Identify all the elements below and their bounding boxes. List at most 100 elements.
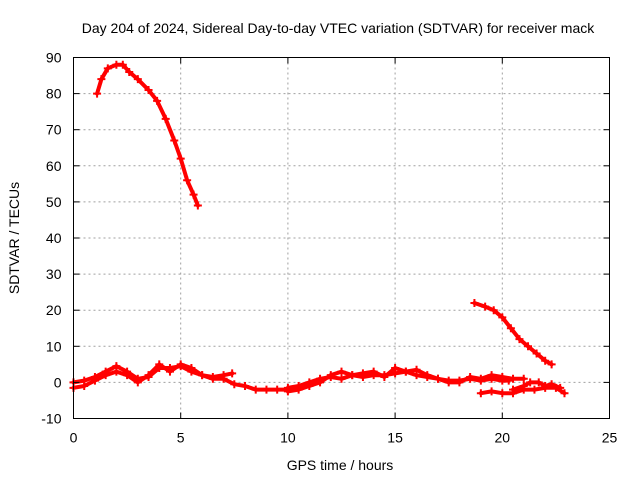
y-tick-label: 50 [46, 194, 62, 210]
data-point [519, 382, 528, 391]
y-tick-label: 10 [46, 338, 62, 354]
data-point [541, 356, 550, 365]
data-point [125, 67, 134, 76]
x-tick-label: 10 [280, 430, 296, 446]
y-axis-label: SDTVAR / TECUs [6, 182, 22, 294]
data-point [241, 382, 250, 391]
data-point [433, 374, 442, 383]
data-point [541, 382, 550, 391]
data-point [466, 372, 475, 381]
series-satellite-high-early [95, 62, 200, 208]
data-point [337, 374, 346, 383]
data-point [118, 60, 127, 69]
data-point [530, 385, 539, 394]
data-point [526, 378, 535, 387]
data-point [228, 369, 237, 378]
data-point [144, 85, 153, 94]
data-point [187, 363, 196, 372]
data-point [170, 136, 179, 145]
data-point [153, 96, 162, 105]
data-point [103, 64, 112, 73]
x-tick-label: 25 [602, 430, 618, 446]
data-point [498, 313, 507, 322]
data-point [133, 378, 142, 387]
data-point [90, 376, 99, 385]
chart-title: Day 204 of 2024, Sidereal Day-to-day VTE… [82, 20, 595, 36]
y-tick-label: -10 [41, 411, 61, 427]
data-point [337, 367, 346, 376]
data-point [189, 190, 198, 199]
data-point [294, 385, 303, 394]
data-point [423, 371, 432, 380]
data-point [401, 367, 410, 376]
data-point [262, 385, 271, 394]
data-point [556, 383, 565, 392]
data-point [358, 369, 367, 378]
data-point [487, 387, 496, 396]
data-point [165, 367, 174, 376]
data-point [251, 385, 260, 394]
data-point [176, 360, 185, 369]
x-tick-label: 5 [177, 430, 185, 446]
y-tick-label: 90 [46, 50, 62, 66]
data-point [155, 360, 164, 369]
data-point [101, 371, 110, 380]
data-point [498, 372, 507, 381]
series-satellite-high-late [472, 301, 554, 367]
y-tick-label: 40 [46, 230, 62, 246]
y-tick-label: 60 [46, 158, 62, 174]
data-point [183, 176, 192, 185]
grid [73, 57, 610, 419]
data-point [380, 372, 389, 381]
data-point [519, 374, 528, 383]
data-point [326, 371, 335, 380]
data-point [208, 374, 217, 383]
data-point [230, 380, 239, 389]
data-point [509, 374, 518, 383]
data-point [176, 154, 185, 163]
data-point [133, 75, 142, 84]
data-point [476, 374, 485, 383]
y-tick-label: 20 [46, 302, 62, 318]
data-point [369, 367, 378, 376]
data-point [455, 378, 464, 387]
data-point [509, 385, 518, 394]
data-point [470, 298, 479, 307]
data-point [391, 363, 400, 372]
y-tick-label: 0 [54, 374, 62, 390]
data-point [560, 389, 569, 398]
data-point [498, 389, 507, 398]
x-axis-label: GPS time / hours [287, 457, 394, 473]
data-point [412, 365, 421, 374]
data-point [515, 335, 524, 344]
data-point [532, 349, 541, 358]
data-point [534, 378, 543, 387]
data-point [93, 89, 102, 98]
x-tick-label: 20 [495, 430, 511, 446]
axis-ticks: -10 0 10 20 30 40 50 60 70 80 90 0 5 10 15 20 25 [41, 50, 617, 446]
data-point [273, 385, 282, 394]
data-point [316, 378, 325, 387]
data-point [198, 371, 207, 380]
data-point [506, 324, 515, 333]
data-point [80, 382, 89, 391]
x-tick-label: 15 [387, 430, 403, 446]
series-layer [69, 60, 569, 398]
data-point [348, 371, 357, 380]
data-point [112, 367, 121, 376]
data-point [487, 371, 496, 380]
data-point [489, 306, 498, 315]
data-point [283, 387, 292, 396]
data-point [144, 371, 153, 380]
data-point [476, 389, 485, 398]
data-point [97, 75, 106, 84]
data-point [444, 378, 453, 387]
data-point [193, 201, 202, 210]
y-tick-label: 80 [46, 86, 62, 102]
x-tick-label: 0 [70, 430, 78, 446]
data-point [547, 380, 556, 389]
y-tick-label: 30 [46, 266, 62, 282]
y-tick-label: 70 [46, 122, 62, 138]
data-point [481, 302, 490, 311]
